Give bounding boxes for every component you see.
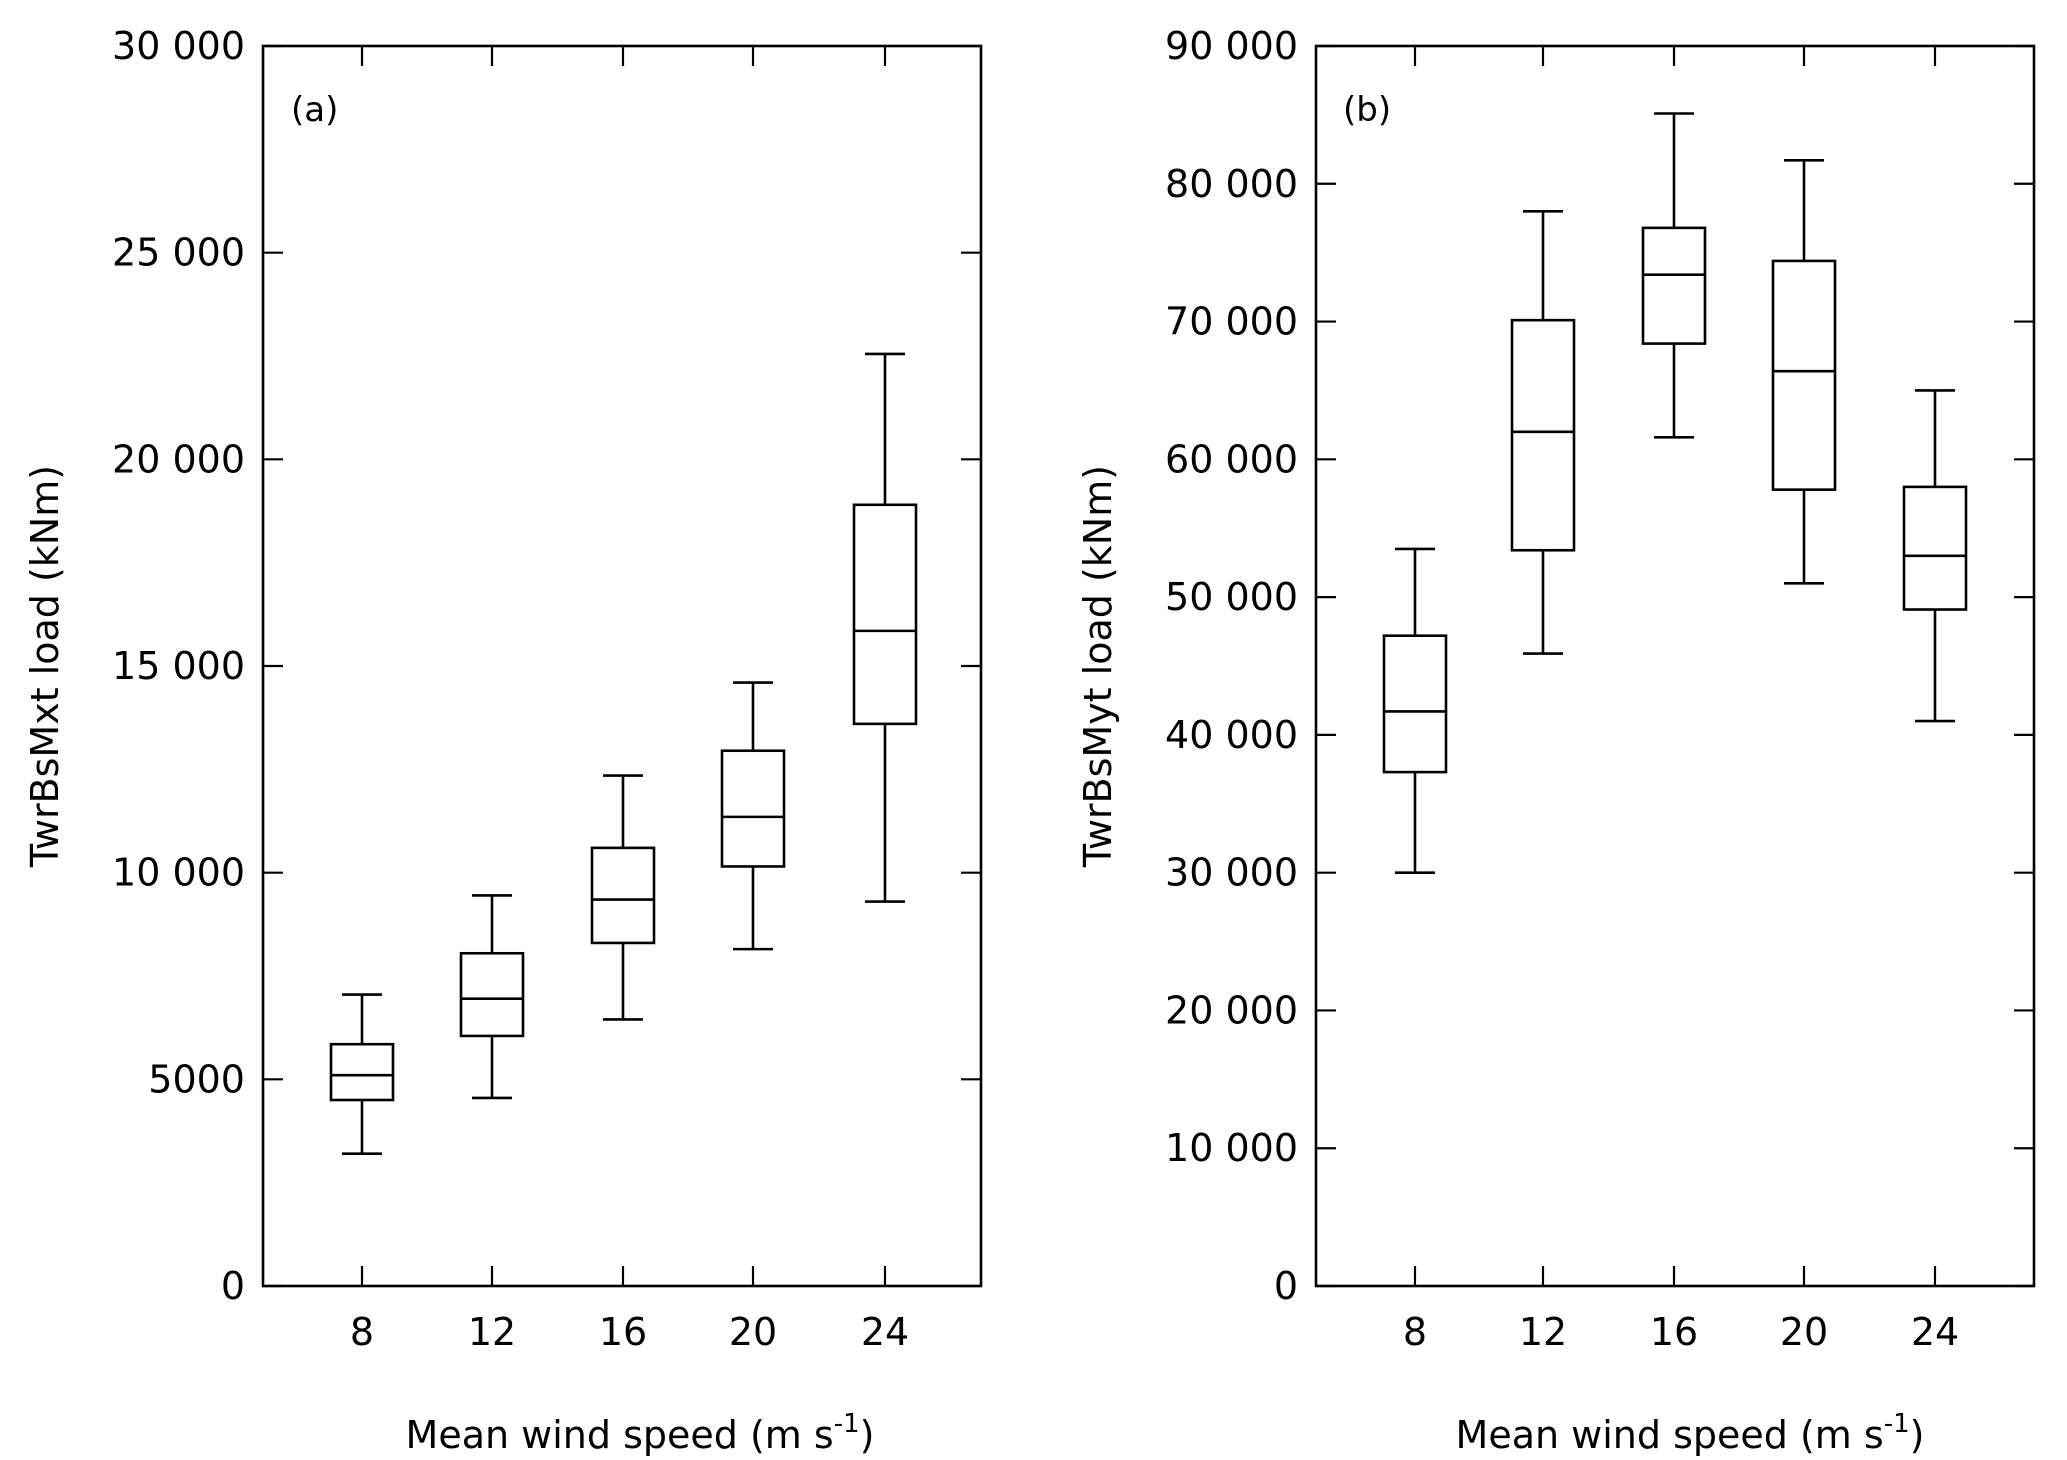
box-plot-12 (459, 894, 525, 1100)
box-plot-20 (1771, 159, 1837, 585)
y-tick-label: 5000 (148, 1057, 245, 1101)
y-tick-label: 90 000 (1165, 24, 1298, 68)
y-tick-label: 20 000 (112, 437, 245, 481)
box-plot-20 (720, 681, 786, 951)
x-tick-label: 8 (350, 1310, 374, 1354)
box-plot-16 (590, 774, 656, 1021)
y-tick-label: 10 000 (1165, 1126, 1298, 1170)
x-tick-label: 8 (1403, 1310, 1427, 1354)
x-axis-title: Mean wind speed (m s-1) (1456, 1409, 1925, 1457)
iqr-box (1902, 485, 1968, 611)
y-tick-label: 50 000 (1165, 575, 1298, 619)
iqr-box (1510, 318, 1576, 552)
y-axis-title: TwrBsMyt load (kNm) (1076, 465, 1120, 868)
box-plot-24 (852, 352, 918, 903)
iqr-box (459, 951, 525, 1038)
y-tick-label: 15 000 (112, 644, 245, 688)
box-plot-12 (1510, 210, 1576, 655)
y-tick-label: 0 (1274, 1264, 1298, 1308)
x-tick-label: 16 (1650, 1310, 1698, 1354)
y-tick-label: 30 000 (112, 24, 245, 68)
x-tick-label: 24 (1911, 1310, 1959, 1354)
iqr-box (852, 503, 918, 726)
y-tick-label: 70 000 (1165, 300, 1298, 344)
iqr-box (1382, 634, 1448, 774)
x-tick-label: 12 (468, 1310, 516, 1354)
x-tick-label: 12 (1519, 1310, 1567, 1354)
iqr-box (329, 1042, 395, 1102)
box-plot-24 (1902, 389, 1968, 723)
y-tick-label: 0 (221, 1264, 245, 1308)
iqr-box (1771, 259, 1837, 491)
y-tick-label: 60 000 (1165, 437, 1298, 481)
iqr-box (590, 846, 656, 945)
y-tick-label: 30 000 (1165, 851, 1298, 895)
x-tick-label: 20 (1780, 1310, 1828, 1354)
box-plot-16 (1641, 112, 1707, 439)
iqr-box (1641, 226, 1707, 345)
panel-b: 0 10 000 20 000 30 000 40 000 50 000 60 000 70 … (1076, 24, 2036, 1457)
panel-label: (b) (1343, 90, 1391, 130)
x-tick-label: 20 (729, 1310, 777, 1354)
box-plot-8 (1382, 547, 1448, 874)
panel-a: 0 5000 10 000 15 000 20 000 25 000 30 000 8 12 16… (23, 24, 983, 1457)
x-axis-title: Mean wind speed (m s-1) (406, 1409, 875, 1457)
x-tick-label: 24 (861, 1310, 909, 1354)
x-tick-label: 16 (599, 1310, 647, 1354)
y-tick-label: 25 000 (112, 231, 245, 275)
panel-label: (a) (291, 90, 338, 130)
box-plot-8 (329, 993, 395, 1156)
y-tick-label: 80 000 (1165, 162, 1298, 206)
y-axis-title: TwrBsMxt load (kNm) (23, 465, 67, 868)
y-tick-label: 40 000 (1165, 713, 1298, 757)
iqr-box (720, 749, 786, 868)
y-tick-label: 10 000 (112, 851, 245, 895)
y-tick-label: 20 000 (1165, 988, 1298, 1032)
